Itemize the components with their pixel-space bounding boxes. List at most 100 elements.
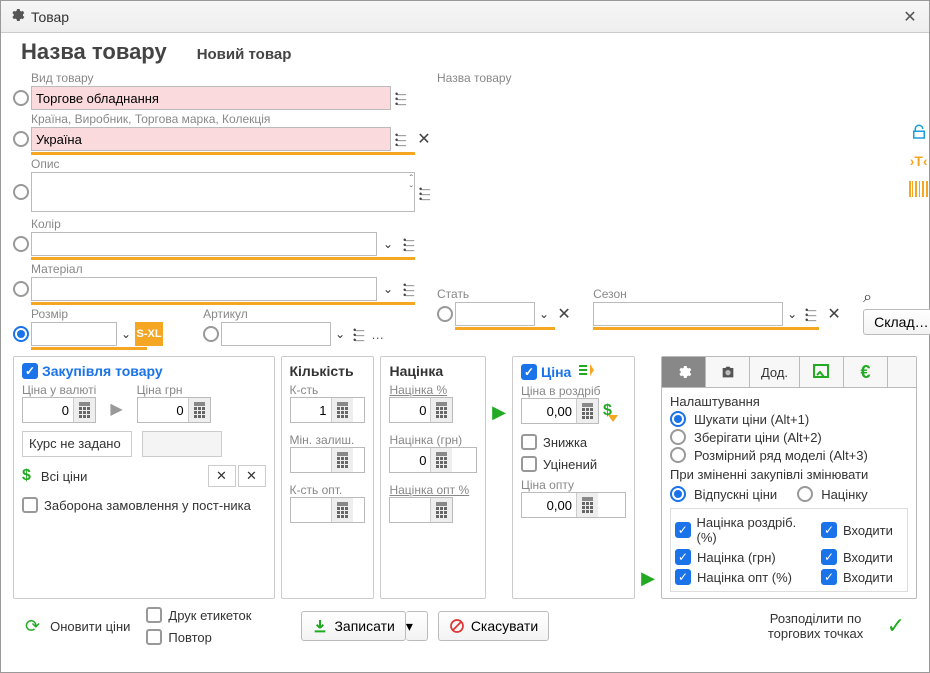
price-checkbox[interactable]: ✓ — [521, 364, 537, 380]
update-prices-link[interactable]: Оновити ціни — [50, 619, 130, 634]
enter-2-checkbox[interactable]: ✓ — [821, 549, 837, 565]
save-button[interactable]: Записати — [301, 611, 405, 641]
spinner-up-icon[interactable]: ˆ — [410, 174, 413, 185]
list-icon[interactable] — [391, 87, 413, 109]
calc-icon[interactable] — [331, 448, 353, 472]
list-icon[interactable] — [399, 233, 421, 255]
markup-pct-input[interactable] — [389, 397, 453, 423]
calc-icon[interactable] — [576, 399, 598, 423]
chevron-down-icon[interactable]: ⌄ — [383, 237, 393, 251]
spinner-down-icon[interactable]: ˇ — [410, 185, 413, 196]
color-radio[interactable] — [13, 236, 29, 252]
material-radio[interactable] — [13, 281, 29, 297]
sxl-badge[interactable]: S-XL — [135, 322, 163, 346]
calc-icon[interactable] — [188, 398, 210, 422]
calc-icon[interactable] — [73, 398, 95, 422]
clear-icon[interactable]: ✕ — [823, 303, 845, 325]
clear-icon[interactable]: ✕ — [553, 303, 575, 325]
gender-radio[interactable] — [437, 306, 453, 322]
pricelist-icon[interactable] — [579, 363, 595, 380]
discount-checkbox[interactable]: ✓ — [521, 434, 537, 450]
article-input[interactable] — [221, 322, 331, 346]
calc-icon[interactable] — [430, 398, 452, 422]
desc-textarea[interactable] — [31, 172, 415, 212]
calc-icon[interactable] — [331, 498, 353, 522]
desc-radio[interactable] — [13, 184, 29, 200]
type-radio[interactable] — [13, 90, 29, 106]
all-prices-link[interactable]: Всі ціни — [41, 469, 87, 484]
clear-icon[interactable]: ✕ — [413, 128, 435, 150]
opt-price-input[interactable] — [521, 492, 626, 518]
price-cur-input[interactable] — [22, 397, 96, 423]
tab-photo[interactable] — [706, 357, 750, 387]
tab-euro[interactable]: € — [844, 357, 888, 387]
list-icon[interactable] — [801, 303, 823, 325]
release-prices-radio[interactable] — [670, 486, 686, 502]
repeat-checkbox[interactable]: ✓ — [146, 629, 162, 645]
uah-checkbox[interactable]: ✓ — [675, 549, 691, 565]
list-icon[interactable] — [349, 323, 371, 345]
markup-uah-input[interactable] — [389, 447, 477, 473]
markdown-checkbox[interactable]: ✓ — [521, 456, 537, 472]
retail-input[interactable] — [521, 398, 599, 424]
count-input[interactable] — [290, 397, 366, 423]
type-input[interactable] — [31, 86, 391, 110]
retail-pct-checkbox[interactable]: ✓ — [675, 522, 691, 538]
opt-pct-checkbox[interactable]: ✓ — [675, 569, 691, 585]
tab-settings[interactable] — [662, 357, 706, 387]
barcode-icon[interactable] — [909, 181, 929, 197]
article-radio[interactable] — [203, 326, 219, 342]
opt-count-input[interactable] — [290, 497, 366, 523]
size-input[interactable] — [31, 322, 117, 346]
size-radio[interactable] — [13, 326, 29, 342]
chevron-down-icon[interactable]: ⌄ — [383, 282, 393, 296]
save-dropdown-button[interactable]: ▾ — [406, 611, 428, 641]
chevron-down-icon[interactable]: ⌄ — [787, 307, 797, 321]
color-input[interactable] — [31, 232, 377, 256]
chevron-down-icon[interactable]: ⌄ — [121, 327, 131, 341]
tk-icon[interactable]: ›T‹ — [910, 153, 928, 169]
refresh-icon[interactable]: ⟳ — [25, 616, 40, 637]
list-icon[interactable] — [399, 278, 421, 300]
tab-additional[interactable]: Дод. — [750, 357, 800, 387]
cancel-button[interactable]: Скасувати — [438, 611, 549, 641]
price-uah-input[interactable] — [137, 397, 211, 423]
country-input[interactable] — [31, 127, 391, 151]
save-prices-radio[interactable] — [670, 429, 686, 445]
x-box-2[interactable]: ✕ — [238, 465, 266, 487]
chevron-down-icon[interactable]: ⌄ — [335, 327, 345, 341]
season-input[interactable] — [593, 302, 783, 326]
list-icon[interactable] — [415, 182, 437, 204]
calc-icon[interactable] — [430, 498, 452, 522]
calc-icon[interactable] — [430, 448, 452, 472]
calc-icon[interactable] — [331, 398, 353, 422]
close-icon[interactable]: ✕ — [899, 6, 921, 28]
min-input[interactable] — [290, 447, 366, 473]
enter-1-checkbox[interactable]: ✓ — [821, 522, 837, 538]
ban-order-checkbox[interactable]: ✓ — [22, 497, 38, 513]
opt-pct-label: Націнка опт (%) — [697, 570, 792, 585]
gender-input[interactable] — [455, 302, 535, 326]
warehouse-button[interactable]: Склад… — [863, 309, 930, 335]
dots-label[interactable]: … — [371, 327, 384, 342]
lock-icon[interactable] — [910, 123, 928, 141]
tab-form[interactable] — [800, 357, 844, 387]
print-labels-checkbox[interactable]: ✓ — [146, 607, 162, 623]
x-box-1[interactable]: ✕ — [208, 465, 236, 487]
dollar-icon[interactable]: $ — [22, 467, 31, 485]
country-radio[interactable] — [13, 131, 29, 147]
chevron-down-icon[interactable]: ⌄ — [539, 307, 549, 321]
purchase-checkbox[interactable]: ✓ — [22, 363, 38, 379]
calc-icon[interactable] — [576, 493, 598, 517]
search-icon[interactable]: ⌕ — [863, 289, 930, 307]
material-input[interactable] — [31, 277, 377, 301]
search-prices-radio[interactable] — [670, 411, 686, 427]
dollar-convert-icon[interactable]: $ — [603, 402, 612, 420]
markup-opt-input[interactable] — [389, 497, 453, 523]
confirm-icon[interactable]: ✓ — [887, 613, 905, 639]
markup-radio[interactable] — [797, 486, 813, 502]
size-row-radio[interactable] — [670, 447, 686, 463]
distribute-label[interactable]: Розподілити по торгових точках — [761, 611, 871, 641]
enter-3-checkbox[interactable]: ✓ — [821, 569, 837, 585]
list-icon[interactable] — [391, 128, 413, 150]
